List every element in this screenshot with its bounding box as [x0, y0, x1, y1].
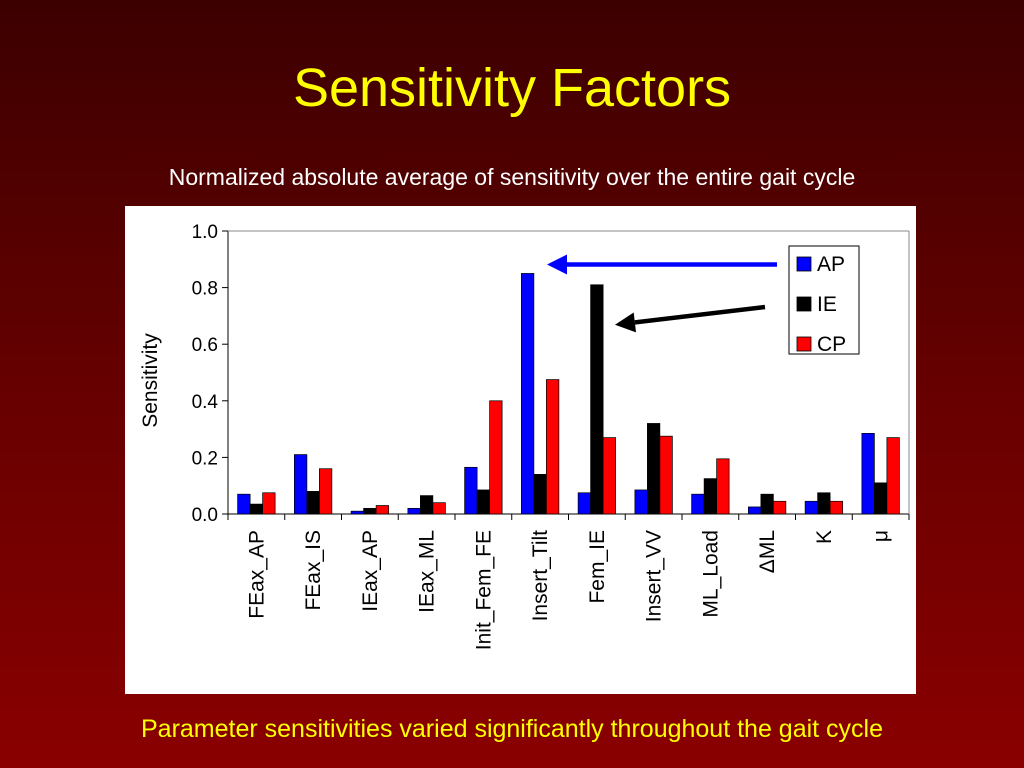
x-tick-label: ΔML	[756, 530, 779, 573]
sensitivity-bar-chart: 0.0 0.2 0.4 0.6 0.8 1.0 Sensitivity FEax_AP FEax…	[139, 222, 910, 650]
bar-ap-4	[464, 466, 478, 515]
bar-ie-1	[306, 491, 320, 515]
bar-cp-5	[546, 379, 560, 515]
bar-ap-0	[237, 493, 251, 515]
y-tick-label: 0.6	[192, 335, 218, 356]
y-tick-label: 0.4	[192, 392, 219, 413]
bar-ie-3	[420, 495, 434, 515]
bar-ap-8	[691, 493, 705, 515]
x-tick-label: ML_Load	[699, 530, 722, 618]
bar-cp-11	[886, 437, 900, 515]
x-tick-label: Fem_IE	[586, 530, 609, 604]
legend-swatch-cp	[796, 336, 812, 352]
legend-label-cp: CP	[817, 333, 846, 356]
bar-cp-4	[489, 400, 503, 515]
bar-ap-11	[861, 432, 875, 515]
x-tick-label: μ	[870, 530, 893, 542]
y-tick-label: 0.2	[192, 448, 218, 469]
bar-ie-11	[874, 482, 888, 515]
bar-ie-0	[249, 503, 263, 515]
bar-cp-9	[773, 500, 787, 515]
y-tick-label: 0.0	[192, 505, 218, 526]
bar-ie-2	[363, 507, 377, 515]
bar-ie-9	[760, 493, 774, 515]
x-tick-label: Insert_VV	[643, 530, 666, 622]
bar-cp-7	[659, 435, 673, 515]
x-tick-label: K	[813, 530, 836, 544]
bar-ie-10	[817, 492, 831, 515]
bar-ap-10	[804, 500, 818, 515]
x-tick-label: Init_Fem_FE	[472, 530, 495, 650]
bar-ap-6	[577, 492, 591, 515]
bar-cp-3	[432, 502, 446, 515]
blue-annotation-arrow	[547, 254, 777, 275]
bar-ap-1	[294, 454, 308, 515]
bar-ie-4	[476, 489, 490, 515]
bar-ie-6	[590, 284, 604, 515]
slide-subtitle: Normalized absolute average of sensitivi…	[168, 164, 856, 190]
bar-ie-5	[533, 474, 547, 515]
bar-cp-6	[602, 437, 616, 515]
bar-ap-5	[521, 273, 535, 515]
bar-ap-9	[748, 506, 762, 515]
bar-cp-8	[716, 458, 730, 515]
bar-cp-1	[319, 468, 333, 515]
bar-cp-2	[375, 505, 389, 515]
y-tick-label: 1.0	[192, 222, 218, 243]
legend-label-ap: AP	[817, 253, 845, 276]
x-tick-label: IEax_ML	[416, 530, 439, 613]
bar-cp-10	[829, 500, 843, 515]
slide-title: Sensitivity Factors	[292, 58, 732, 118]
legend-label-ie: IE	[817, 293, 837, 316]
x-tick-label: FEax_AP	[245, 530, 268, 619]
bar-ap-3	[407, 507, 421, 515]
legend-swatch-ie	[796, 296, 812, 312]
bar-ie-8	[703, 478, 717, 515]
black-annotation-arrow	[615, 304, 766, 333]
y-axis-label: Sensitivity	[139, 333, 162, 428]
x-tick-label: Insert_Tilt	[529, 530, 552, 622]
bar-cp-0	[262, 492, 276, 515]
bar-ap-7	[634, 489, 648, 515]
bar-ie-7	[647, 423, 661, 515]
slide-caption: Parameter sensitivities varied significa…	[140, 715, 884, 743]
bar-ap-2	[350, 510, 364, 515]
legend-swatch-ap	[796, 256, 812, 272]
chart-panel: 0.0 0.2 0.4 0.6 0.8 1.0 Sensitivity FEax_AP FEax…	[125, 206, 916, 694]
x-tick-label: IEax_AP	[359, 530, 382, 612]
y-tick-label: 0.8	[192, 279, 218, 300]
x-tick-label: FEax_IS	[302, 530, 325, 611]
